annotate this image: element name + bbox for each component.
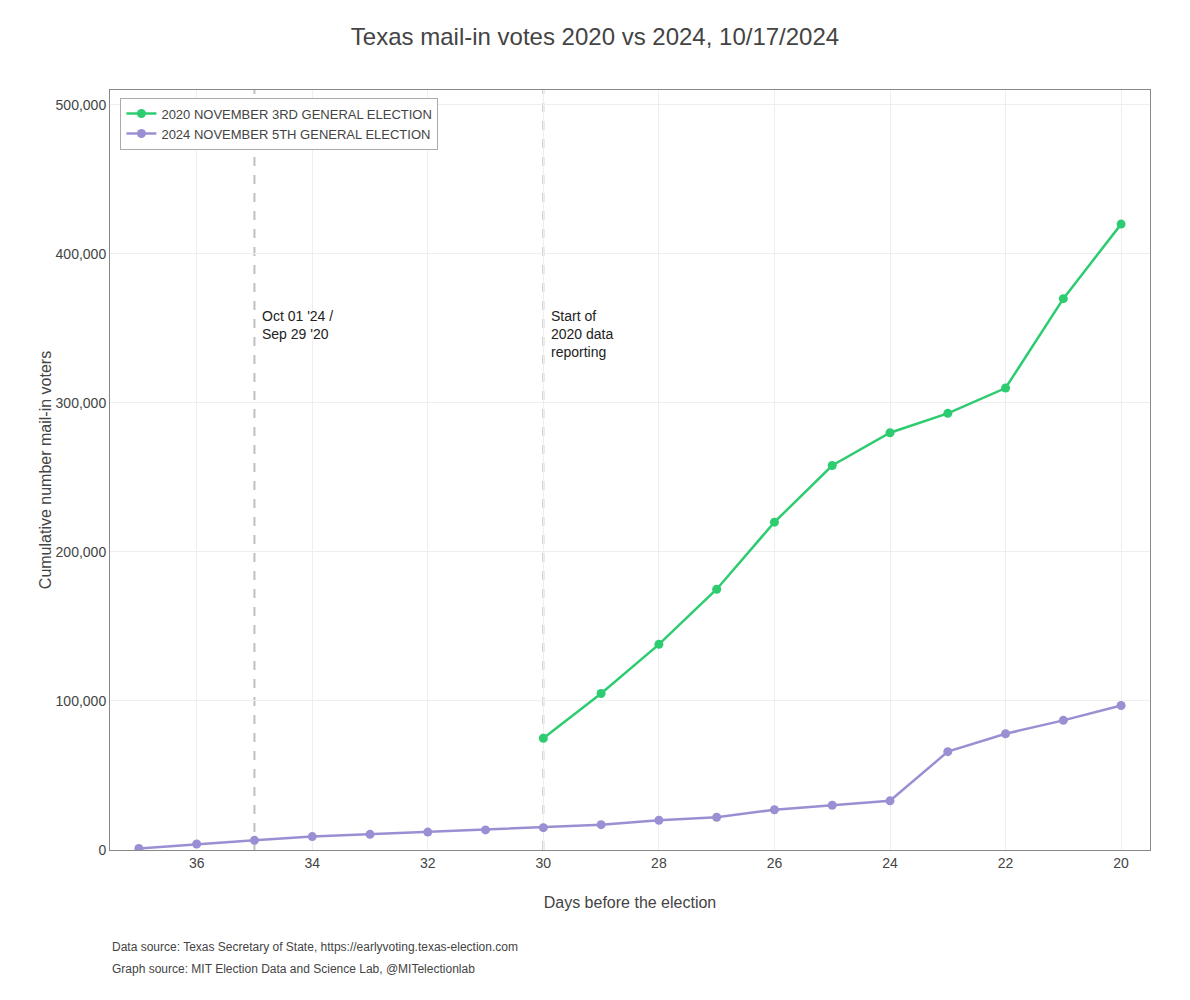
svg-text:32: 32 (420, 855, 436, 871)
svg-text:Days before the election: Days before the election (544, 894, 717, 911)
svg-text:500,000: 500,000 (56, 97, 107, 113)
svg-text:2020 NOVEMBER 3RD GENERAL ELEC: 2020 NOVEMBER 3RD GENERAL ELECTION (161, 107, 431, 122)
svg-text:Oct 01 '24 /Sep 29 '20: Oct 01 '24 /Sep 29 '20 (262, 308, 333, 342)
svg-text:Cumulative number mail-in vote: Cumulative number mail-in voters (37, 351, 54, 589)
svg-text:28: 28 (651, 855, 667, 871)
svg-text:100,000: 100,000 (56, 693, 107, 709)
svg-text:0: 0 (98, 842, 106, 858)
svg-text:Start of2020 datareporting: Start of2020 datareporting (551, 308, 613, 360)
svg-text:20: 20 (1113, 855, 1129, 871)
svg-text:Data source: Texas Secretary o: Data source: Texas Secretary of State, h… (112, 940, 518, 954)
svg-text:22: 22 (998, 855, 1014, 871)
svg-text:2024 NOVEMBER 5TH GENERAL ELEC: 2024 NOVEMBER 5TH GENERAL ELECTION (161, 127, 430, 142)
svg-text:300,000: 300,000 (56, 395, 107, 411)
svg-text:26: 26 (767, 855, 783, 871)
svg-text:Graph source: MIT Election Dat: Graph source: MIT Election Data and Scie… (112, 962, 475, 976)
svg-text:24: 24 (882, 855, 898, 871)
svg-text:400,000: 400,000 (56, 246, 107, 262)
svg-text:200,000: 200,000 (56, 544, 107, 560)
svg-text:30: 30 (536, 855, 552, 871)
svg-text:Texas mail-in votes 2020 vs 20: Texas mail-in votes 2020 vs 2024, 10/17/… (351, 23, 839, 50)
svg-text:36: 36 (189, 855, 205, 871)
svg-text:34: 34 (304, 855, 320, 871)
